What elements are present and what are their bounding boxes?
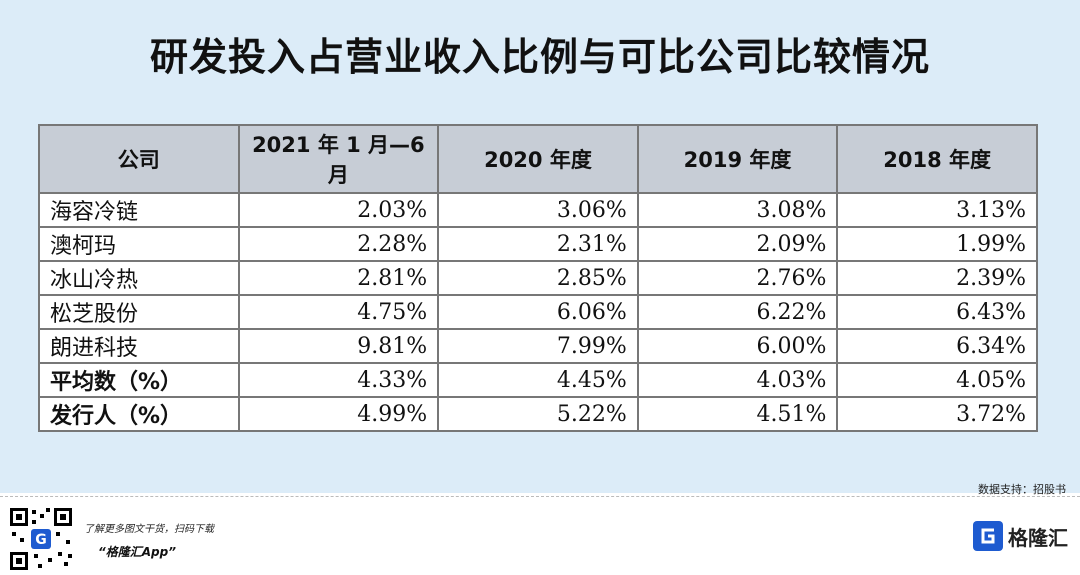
table-row: 冰山冷热 2.81% 2.85% 2.76% 2.39% bbox=[38, 260, 1038, 296]
value-cell: 9.81% bbox=[237, 328, 440, 364]
table-header-row: 公司 2021 年 1 月—6 月 2020 年度 2019 年度 2018 年… bbox=[38, 124, 1038, 194]
value-cell: 2.76% bbox=[636, 260, 839, 296]
value-cell: 6.43% bbox=[836, 294, 1038, 330]
value-cell: 4.03% bbox=[636, 362, 839, 398]
value-cell: 3.72% bbox=[836, 396, 1038, 432]
promo-line: 了解更多图文干货，扫码下载 bbox=[84, 524, 214, 535]
footer-divider bbox=[0, 496, 1080, 497]
value-cell: 5.22% bbox=[437, 396, 639, 432]
table-row: 澳柯玛 2.28% 2.31% 2.09% 1.99% bbox=[38, 226, 1038, 262]
company-cell: 冰山冷热 bbox=[38, 260, 240, 296]
header-2019: 2019 年度 bbox=[636, 124, 839, 194]
value-cell: 4.05% bbox=[836, 362, 1038, 398]
value-cell: 4.51% bbox=[636, 396, 839, 432]
header-2018: 2018 年度 bbox=[836, 124, 1038, 194]
table-row-average: 平均数（%） 4.33% 4.45% 4.03% 4.05% bbox=[38, 362, 1038, 398]
logo-text: 格隆汇 bbox=[1008, 525, 1068, 550]
value-cell: 3.08% bbox=[636, 192, 839, 228]
value-cell: 4.99% bbox=[237, 396, 440, 432]
value-cell: 6.00% bbox=[636, 328, 839, 364]
table-row: 朗进科技 9.81% 7.99% 6.00% 6.34% bbox=[38, 328, 1038, 364]
company-cell: 朗进科技 bbox=[38, 328, 240, 364]
page-title: 研发投入占营业收入比例与可比公司比较情况 bbox=[149, 35, 930, 79]
svg-text:G: G bbox=[35, 532, 47, 548]
value-cell: 4.45% bbox=[437, 362, 639, 398]
qr-code-icon[interactable]: G bbox=[8, 506, 74, 572]
comparison-table: 公司 2021 年 1 月—6 月 2020 年度 2019 年度 2018 年… bbox=[38, 124, 1038, 432]
promo-app-name: “格隆汇App” bbox=[98, 545, 176, 559]
logo-g-icon bbox=[973, 521, 1003, 551]
header-2020: 2020 年度 bbox=[437, 124, 639, 194]
table-row: 松芝股份 4.75% 6.06% 6.22% 6.43% bbox=[38, 294, 1038, 330]
company-cell: 松芝股份 bbox=[38, 294, 240, 330]
value-cell: 6.22% bbox=[636, 294, 839, 330]
value-cell: 6.06% bbox=[437, 294, 639, 330]
header-2021h1: 2021 年 1 月—6 月 bbox=[237, 124, 440, 194]
value-cell: 4.33% bbox=[237, 362, 440, 398]
company-cell: 海容冷链 bbox=[38, 192, 240, 228]
company-cell: 发行人（%） bbox=[38, 396, 240, 432]
value-cell: 2.85% bbox=[437, 260, 639, 296]
value-cell: 2.39% bbox=[836, 260, 1038, 296]
table-row: 海容冷链 2.03% 3.06% 3.08% 3.13% bbox=[38, 192, 1038, 228]
value-cell: 3.06% bbox=[437, 192, 639, 228]
brand-logo: 格隆汇 bbox=[972, 520, 1068, 552]
value-cell: 4.75% bbox=[237, 294, 440, 330]
company-cell: 澳柯玛 bbox=[38, 226, 240, 262]
value-cell: 6.34% bbox=[836, 328, 1038, 364]
data-source-note: 数据支持：招股书 bbox=[978, 483, 1066, 496]
value-cell: 2.09% bbox=[636, 226, 839, 262]
header-company: 公司 bbox=[38, 124, 240, 194]
value-cell: 3.13% bbox=[836, 192, 1038, 228]
table-row-issuer: 发行人（%） 4.99% 5.22% 4.51% 3.72% bbox=[38, 396, 1038, 432]
value-cell: 2.03% bbox=[237, 192, 440, 228]
value-cell: 2.81% bbox=[237, 260, 440, 296]
value-cell: 7.99% bbox=[437, 328, 639, 364]
company-cell: 平均数（%） bbox=[38, 362, 240, 398]
value-cell: 2.31% bbox=[437, 226, 639, 262]
value-cell: 2.28% bbox=[237, 226, 440, 262]
value-cell: 1.99% bbox=[836, 226, 1038, 262]
